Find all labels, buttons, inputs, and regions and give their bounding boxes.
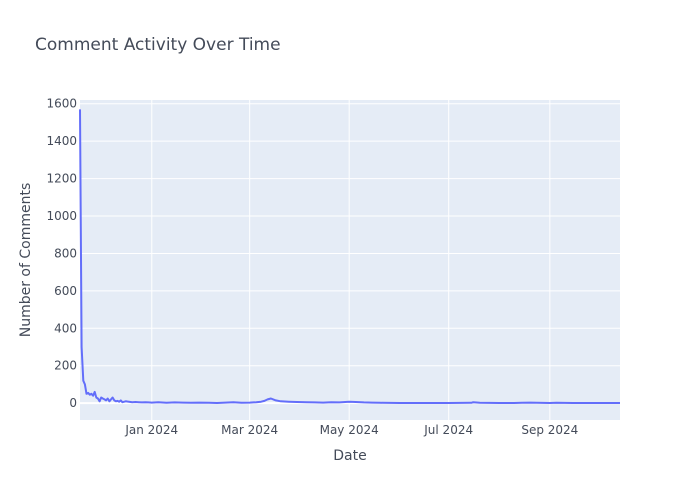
x-gridlines	[151, 100, 551, 420]
y-tick-label: 1200	[46, 172, 77, 186]
x-axis-title: Date	[333, 448, 366, 464]
chart-title: Comment Activity Over Time	[35, 35, 281, 55]
y-tick-label: 1400	[46, 134, 77, 148]
x-axis-ticks: Jan 2024 Mar 2024 May 2024 Jul 2024 Sep 2024	[124, 423, 578, 437]
y-tick-label: 1000	[46, 209, 77, 223]
y-tick-label: 600	[54, 284, 77, 298]
y-tick-label: 400	[54, 321, 77, 335]
y-tick-label: 800	[54, 246, 77, 260]
y-axis-title: Number of Comments	[18, 183, 34, 338]
y-tick-label: 1600	[46, 97, 77, 111]
y-tick-label: 200	[54, 359, 77, 373]
x-tick-label: Sep 2024	[521, 423, 578, 437]
y-axis-ticks: 0 200 400 600 800 1000 1200 1400 1600	[46, 97, 77, 410]
series-line	[79, 109, 620, 404]
x-tick-label: May 2024	[320, 423, 379, 437]
x-tick-label: Jul 2024	[423, 423, 473, 437]
x-tick-label: Jan 2024	[124, 423, 178, 437]
x-tick-label: Mar 2024	[221, 423, 278, 437]
plot-area	[80, 100, 620, 420]
series-layer	[79, 109, 620, 404]
y-tick-label: 0	[69, 396, 77, 410]
